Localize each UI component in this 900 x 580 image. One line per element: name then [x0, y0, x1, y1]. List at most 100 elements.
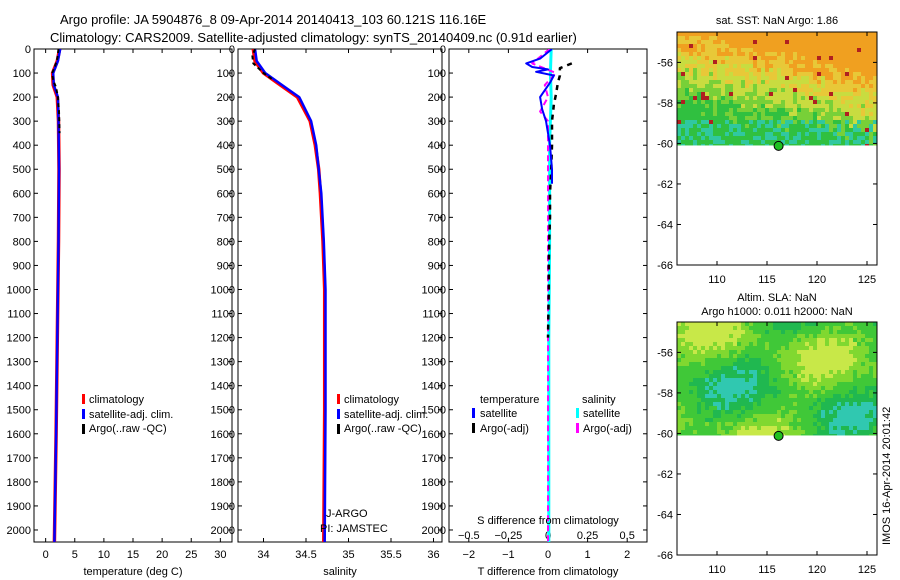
map-cell: [837, 374, 841, 378]
map-cell: [733, 116, 737, 120]
map-cell: [745, 72, 749, 76]
map-cell: [737, 32, 741, 36]
map-cell: [753, 374, 757, 378]
map-cell: [849, 414, 853, 418]
map-cell: [761, 394, 765, 398]
map-cell: [841, 68, 845, 72]
map-cell: [713, 52, 717, 56]
map-cell: [833, 52, 837, 56]
map-cell: [689, 96, 693, 100]
map-cell: [753, 370, 757, 374]
map-cell: [833, 88, 837, 92]
map-cell: [825, 338, 829, 342]
map-cell: [797, 330, 801, 334]
map-cell: [737, 430, 741, 434]
map-cell: [701, 96, 705, 100]
map-cell: [837, 358, 841, 362]
map-cell: [733, 128, 737, 132]
map-cell: [705, 426, 709, 430]
map-cell: [797, 366, 801, 370]
map-cell: [793, 44, 797, 48]
map-cell: [781, 430, 785, 434]
map-cell: [817, 390, 821, 394]
map-cell: [753, 104, 757, 108]
map-cell: [677, 370, 681, 374]
map-cell: [769, 128, 773, 132]
map-cell: [821, 354, 825, 358]
map-cell: [805, 48, 809, 52]
map-cell: [773, 68, 777, 72]
map-cell: [781, 390, 785, 394]
map-cell: [777, 80, 781, 84]
map-cell: [769, 326, 773, 330]
map-cell: [797, 136, 801, 140]
map-cell: [697, 362, 701, 366]
map-cell: [757, 366, 761, 370]
map-cell: [765, 394, 769, 398]
imos-timestamp: IMOS 16-Apr-2014 20:01:42: [881, 407, 893, 545]
map-cell: [841, 410, 845, 414]
map-cell: [865, 112, 869, 116]
map-cell: [705, 410, 709, 414]
map-cell: [777, 382, 781, 386]
map-cell: [749, 406, 753, 410]
map-cell: [765, 410, 769, 414]
map-cell: [849, 434, 853, 436]
map-cell: [741, 68, 745, 72]
map-cell: [869, 68, 873, 72]
map-cell: [829, 144, 833, 146]
map-cell: [681, 128, 685, 132]
map-cell: [757, 140, 761, 144]
map-cell: [677, 346, 681, 350]
map-cell: [785, 116, 789, 120]
map-cell: [837, 426, 841, 430]
map-cell: [781, 370, 785, 374]
map-cell: [781, 402, 785, 406]
y-tick-label: 1800: [211, 477, 235, 489]
map-cell: [853, 104, 857, 108]
map-cell: [849, 52, 853, 56]
map-cell: [805, 108, 809, 112]
map-cell: [729, 398, 733, 402]
map-cell: [873, 330, 877, 334]
map-cell: [749, 120, 753, 124]
map-cell: [697, 434, 701, 436]
legend-label-s-argo: Argo(-adj): [583, 423, 632, 435]
map-cell: [677, 108, 681, 112]
map-cell: [705, 96, 709, 100]
map-cell: [717, 366, 721, 370]
map-cell: [817, 44, 821, 48]
map-cell: [833, 40, 837, 44]
map-cell: [873, 322, 877, 326]
map-cell: [833, 72, 837, 76]
map-cell: [813, 60, 817, 64]
map-cell: [773, 132, 777, 136]
map-cell: [821, 410, 825, 414]
map-cell: [785, 40, 789, 44]
map-cell: [765, 68, 769, 72]
map-cell: [861, 434, 865, 436]
y-tick-label: 1200: [211, 333, 235, 345]
map-cell: [861, 338, 865, 342]
y-tick-label: 1200: [422, 333, 446, 345]
map-cell: [849, 124, 853, 128]
map-cell: [821, 434, 825, 436]
map-cell: [841, 80, 845, 84]
map-cell: [781, 426, 785, 430]
map-cell: [781, 354, 785, 358]
map-cell: [817, 112, 821, 116]
map-cell: [689, 40, 693, 44]
map-cell: [721, 88, 725, 92]
map-cell: [701, 132, 705, 136]
map-cell: [721, 52, 725, 56]
map-cell: [793, 346, 797, 350]
temperature-xlabel: temperature (deg C): [83, 566, 182, 578]
map-cell: [721, 426, 725, 430]
map-cell: [681, 326, 685, 330]
map-cell: [709, 64, 713, 68]
map-cell: [685, 426, 689, 430]
map-cell: [797, 378, 801, 382]
map-cell: [849, 76, 853, 80]
map-cell: [761, 84, 765, 88]
map-cell: [733, 144, 737, 146]
